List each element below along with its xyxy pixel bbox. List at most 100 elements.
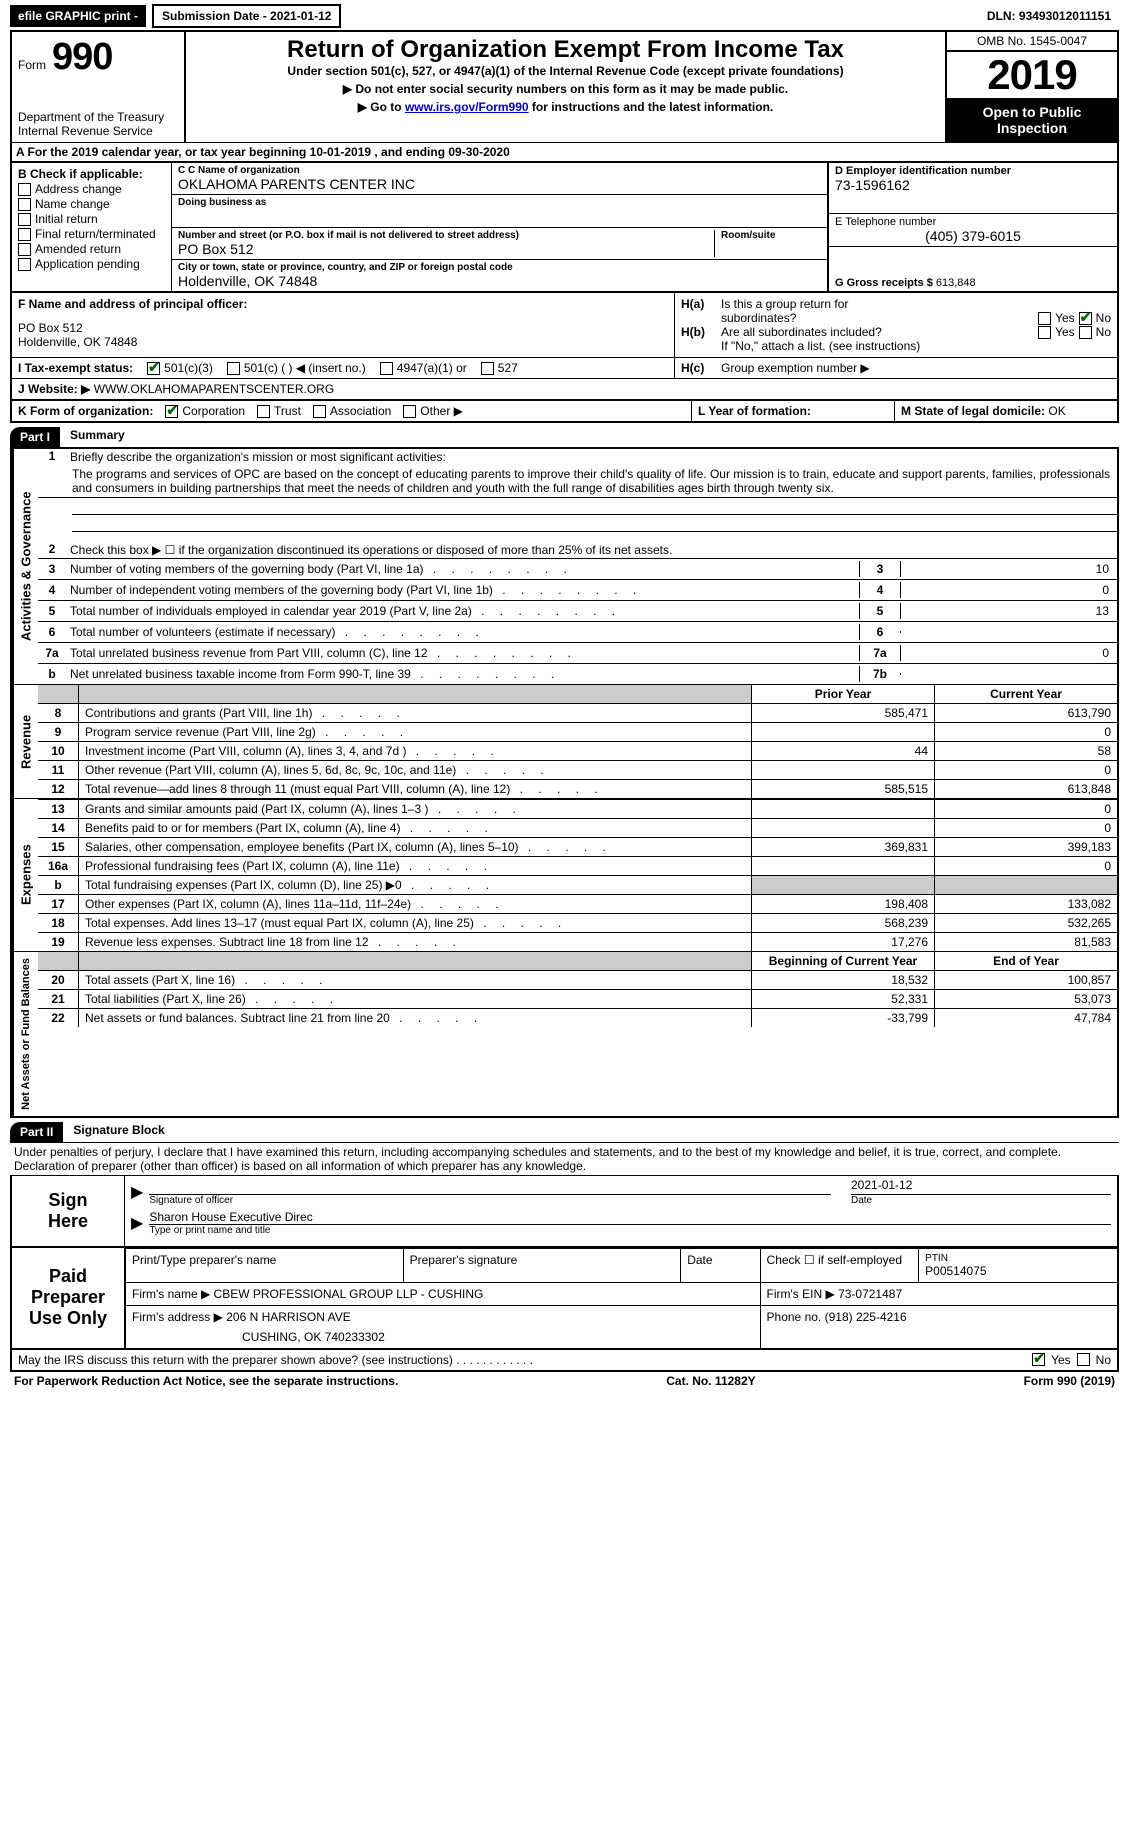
table-row: 8 Contributions and grants (Part VIII, l… bbox=[38, 704, 1117, 723]
firm-ein-label: Firm's EIN ▶ bbox=[767, 1287, 835, 1301]
colb-checkbox-4[interactable] bbox=[18, 243, 31, 256]
website-value: WWW.OKLAHOMAPARENTSCENTER.ORG bbox=[94, 382, 334, 396]
footer-right: Form 990 (2019) bbox=[1024, 1374, 1115, 1388]
entity-info-grid: B Check if applicable: Address changeNam… bbox=[10, 163, 1119, 293]
527-checkbox[interactable] bbox=[481, 362, 494, 375]
501c3-checkbox[interactable]: ✔ bbox=[147, 362, 160, 375]
principal-addr2: Holdenville, OK 74848 bbox=[18, 335, 668, 349]
department-label: Department of the Treasury Internal Reve… bbox=[18, 110, 178, 138]
hb-text: Are all subordinates included? bbox=[721, 325, 1038, 339]
address-label: Number and street (or P.O. box if mail i… bbox=[178, 230, 714, 241]
hb-yes-checkbox[interactable] bbox=[1038, 326, 1051, 339]
tel-label: E Telephone number bbox=[835, 216, 1111, 228]
other-checkbox[interactable] bbox=[403, 405, 416, 418]
col-b: B Check if applicable: Address changeNam… bbox=[12, 163, 172, 291]
hc-text: Group exemption number ▶ bbox=[721, 361, 870, 375]
declaration-text: Under penalties of perjury, I declare th… bbox=[10, 1143, 1119, 1176]
submission-date: Submission Date - 2021-01-12 bbox=[152, 4, 341, 28]
revenue-section: Revenue Prior Year Current Year 8 Contri… bbox=[10, 685, 1119, 799]
org-form-label: K Form of organization: bbox=[18, 404, 153, 418]
corp-checkbox[interactable]: ✔ bbox=[165, 405, 178, 418]
colb-checkbox-2[interactable] bbox=[18, 213, 31, 226]
top-bar: efile GRAPHIC print - Submission Date - … bbox=[10, 4, 1119, 28]
discuss-no-checkbox[interactable] bbox=[1077, 1353, 1090, 1366]
phone-value: (918) 225-4216 bbox=[825, 1310, 907, 1324]
part1-title: Summary bbox=[60, 425, 135, 445]
ein-label: D Employer identification number bbox=[835, 165, 1111, 177]
hc-section: H(c)Group exemption number ▶ bbox=[674, 358, 1117, 378]
table-row: 19 Revenue less expenses. Subtract line … bbox=[38, 933, 1117, 952]
opt-trust: Trust bbox=[274, 404, 301, 418]
state-domicile: M State of legal domicile: OK bbox=[894, 401, 1117, 421]
check-applicable-label: B Check if applicable: bbox=[18, 167, 165, 181]
form-subtitle: Under section 501(c), 527, or 4947(a)(1)… bbox=[192, 64, 939, 78]
hb-no-checkbox[interactable] bbox=[1079, 326, 1092, 339]
firm-addr1: 206 N HARRISON AVE bbox=[226, 1310, 351, 1324]
table-row: 17 Other expenses (Part IX, column (A), … bbox=[38, 895, 1117, 914]
table-row: 12 Total revenue—add lines 8 through 11 … bbox=[38, 780, 1117, 799]
sign-date-value: 2021-01-12 bbox=[851, 1178, 1111, 1195]
principal-label: F Name and address of principal officer: bbox=[18, 297, 668, 311]
501c-checkbox[interactable] bbox=[227, 362, 240, 375]
ha-no-checkbox[interactable]: ✔ bbox=[1079, 312, 1092, 325]
table-row: b Total fundraising expenses (Part IX, c… bbox=[38, 876, 1117, 895]
l-label: L Year of formation: bbox=[698, 404, 811, 418]
ptin-value: P00514075 bbox=[925, 1264, 1111, 1278]
org-form-row: K Form of organization: ✔Corporation Tru… bbox=[10, 401, 1119, 423]
opt-527: 527 bbox=[498, 361, 518, 375]
table-row: 20 Total assets (Part X, line 16) . . . … bbox=[38, 971, 1117, 990]
prep-sig-label: Preparer's signature bbox=[403, 1248, 681, 1282]
assoc-checkbox[interactable] bbox=[313, 405, 326, 418]
gov-row-5: 5Total number of individuals employed in… bbox=[38, 600, 1117, 621]
colb-checkbox-5[interactable] bbox=[18, 258, 31, 271]
dln: DLN: 93493012011151 bbox=[987, 9, 1119, 23]
part1-header: Part I bbox=[10, 427, 60, 447]
colb-item-3: Final return/terminated bbox=[35, 227, 156, 241]
discuss-no-label: No bbox=[1096, 1353, 1111, 1367]
gross-value: 613,848 bbox=[936, 277, 976, 289]
officer-name: Sharon House Executive Direc bbox=[149, 1210, 1111, 1225]
irs-link[interactable]: www.irs.gov/Form990 bbox=[405, 100, 529, 114]
table-row: 14 Benefits paid to or for members (Part… bbox=[38, 819, 1117, 838]
website-label: J Website: ▶ bbox=[18, 382, 90, 396]
trust-checkbox[interactable] bbox=[257, 405, 270, 418]
expenses-vert-label: Expenses bbox=[12, 799, 38, 951]
4947-checkbox[interactable] bbox=[380, 362, 393, 375]
ha-yes-checkbox[interactable] bbox=[1038, 312, 1051, 325]
colb-checkbox-1[interactable] bbox=[18, 198, 31, 211]
warning-2: ▶ Go to www.irs.gov/Form990 for instruct… bbox=[192, 100, 939, 114]
gov-row-4: 4Number of independent voting members of… bbox=[38, 579, 1117, 600]
no-label: No bbox=[1096, 311, 1111, 325]
firm-addr-label: Firm's address ▶ bbox=[132, 1310, 223, 1324]
mission-text: The programs and services of OPC are bas… bbox=[38, 465, 1117, 498]
footer-left: For Paperwork Reduction Act Notice, see … bbox=[14, 1374, 398, 1388]
prior-year-header: Prior Year bbox=[752, 685, 935, 704]
line2-text: Check this box ▶ ☐ if the organization d… bbox=[66, 542, 1117, 558]
efile-label: efile GRAPHIC print - bbox=[10, 5, 146, 27]
check-self-employed: Check ☐ if self-employed bbox=[767, 1253, 902, 1267]
m-label: M State of legal domicile: bbox=[901, 404, 1045, 418]
room-label: Room/suite bbox=[721, 230, 821, 241]
footer-mid: Cat. No. 11282Y bbox=[666, 1374, 755, 1388]
tax-status-row: I Tax-exempt status: ✔501(c)(3) 501(c) (… bbox=[12, 358, 674, 378]
sign-here-label: SignHere bbox=[12, 1176, 124, 1246]
line1-label: Briefly describe the organization's miss… bbox=[66, 449, 1117, 465]
discuss-yes-checkbox[interactable]: ✔ bbox=[1032, 1353, 1045, 1366]
opt-assoc: Association bbox=[330, 404, 391, 418]
firm-name-label: Firm's name ▶ bbox=[132, 1287, 210, 1301]
governance-section: Activities & Governance 1 Briefly descri… bbox=[10, 449, 1119, 685]
city-value: Holdenville, OK 74848 bbox=[178, 273, 821, 289]
org-name-label: C C Name of organization bbox=[178, 165, 821, 176]
table-row: 22 Net assets or fund balances. Subtract… bbox=[38, 1009, 1117, 1028]
colb-checkbox-3[interactable] bbox=[18, 228, 31, 241]
table-row: 11 Other revenue (Part VIII, column (A),… bbox=[38, 761, 1117, 780]
dln-value: 93493012011151 bbox=[1019, 9, 1111, 23]
colb-checkbox-0[interactable] bbox=[18, 183, 31, 196]
omb-number: OMB No. 1545-0047 bbox=[947, 32, 1117, 52]
gov-row-3: 3Number of voting members of the governi… bbox=[38, 558, 1117, 579]
discuss-yes-label: Yes bbox=[1051, 1353, 1071, 1367]
governance-vert-label: Activities & Governance bbox=[12, 449, 38, 684]
tel-value: (405) 379-6015 bbox=[835, 228, 1111, 244]
opt-other: Other ▶ bbox=[420, 404, 463, 418]
dba-label: Doing business as bbox=[178, 197, 821, 208]
